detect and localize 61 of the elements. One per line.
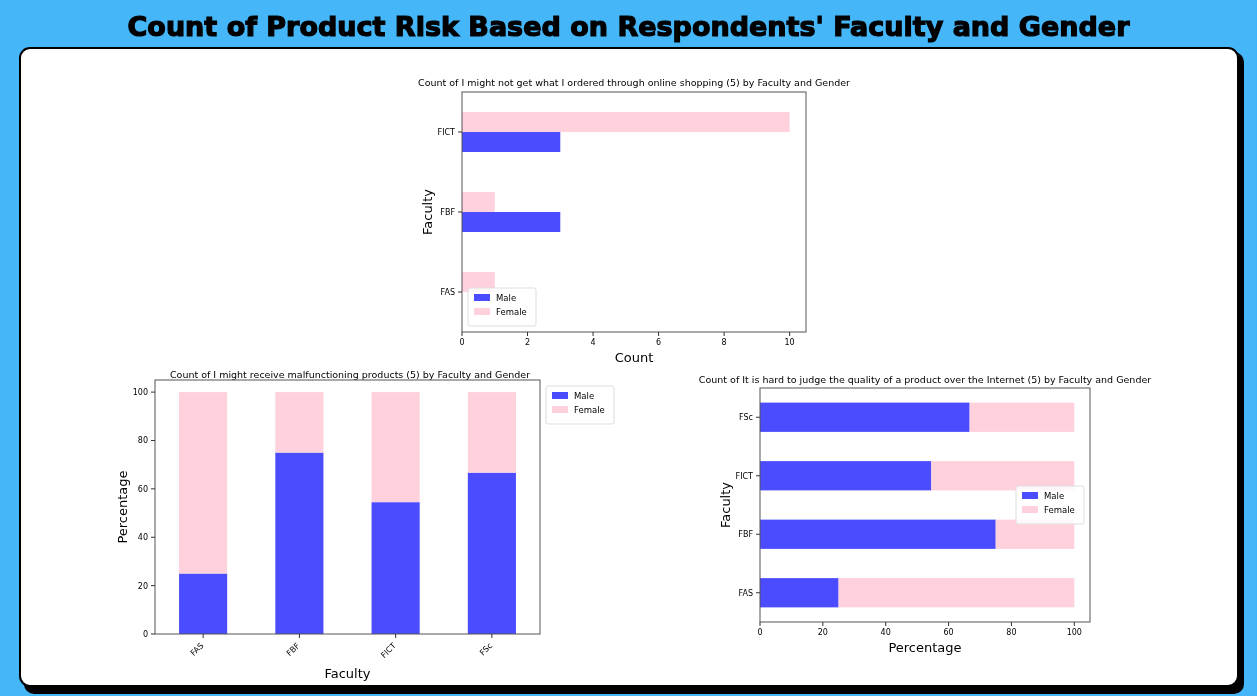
bar xyxy=(275,452,324,634)
x-tick-label: 40 xyxy=(880,628,891,637)
y-tick-label: FICT xyxy=(437,128,456,137)
x-tick-label: 8 xyxy=(721,338,727,347)
legend-label: Female xyxy=(574,405,605,415)
bar xyxy=(969,402,1075,432)
y-axis-title: Percentage xyxy=(115,470,130,544)
y-tick-label: FAS xyxy=(440,288,455,297)
y-tick-label: FSc xyxy=(739,413,753,423)
bar xyxy=(931,461,1075,491)
x-tick-label: 10 xyxy=(784,338,795,347)
legend-label: Male xyxy=(574,391,595,401)
bar xyxy=(462,132,561,152)
y-tick-label: 60 xyxy=(137,484,148,494)
x-tick-label: 6 xyxy=(656,338,662,347)
bar xyxy=(760,578,839,608)
x-tick-label: 0 xyxy=(757,628,763,637)
bar xyxy=(760,402,970,432)
y-tick-label: FAS xyxy=(738,588,753,598)
y-axis-title: Faculty xyxy=(718,481,733,529)
legend-label: Male xyxy=(1044,491,1065,501)
y-tick-label: 100 xyxy=(132,388,148,398)
x-tick-label: 20 xyxy=(817,628,828,637)
text: Count of Product Risk Based on Respondents' Faculty and Gender xyxy=(127,11,1131,42)
x-tick-label: 80 xyxy=(1006,628,1017,637)
bar xyxy=(467,472,516,634)
y-tick-label: 20 xyxy=(137,581,148,591)
chart-title: Count of I might not get what I ordered through online shopping (5) by Faculty and Gender xyxy=(418,77,851,88)
y-tick-label: 40 xyxy=(137,533,148,543)
x-tick-label: FSc xyxy=(477,641,495,658)
bar xyxy=(838,578,1075,608)
bar xyxy=(179,392,228,574)
bar xyxy=(275,392,324,453)
legend-label: Female xyxy=(496,307,527,317)
x-tick-label: 100 xyxy=(1066,628,1082,637)
x-tick-label: FAS xyxy=(188,641,206,658)
x-tick-label: 2 xyxy=(524,338,531,347)
x-axis-title: Percentage xyxy=(888,640,962,655)
bar xyxy=(467,392,516,473)
bar xyxy=(760,519,996,549)
bar xyxy=(462,192,495,212)
y-axis-title: Faculty xyxy=(420,188,435,236)
y-tick-label: FICT xyxy=(735,471,754,481)
x-axis-title: Faculty xyxy=(324,666,371,681)
x-axis-title: Count xyxy=(614,350,654,365)
bar xyxy=(760,461,932,491)
chart-title: Count of It is hard to judge the quality of a product over the Internet (5) by Faculty and Gender xyxy=(698,374,1152,385)
legend-label: Female xyxy=(1044,505,1075,515)
x-tick-label: 0 xyxy=(459,338,465,347)
y-tick-label: FBF xyxy=(440,208,456,217)
bar xyxy=(179,573,228,634)
bar xyxy=(462,212,561,232)
bar xyxy=(371,502,420,634)
chart-title: Count of I might receive malfunctioning products (5) by Faculty and Gender xyxy=(169,369,531,380)
x-tick-label: 4 xyxy=(590,338,596,347)
legend-label: Male xyxy=(496,293,517,303)
y-tick-label: FBF xyxy=(738,530,754,540)
bar xyxy=(462,112,790,132)
y-tick-label: 80 xyxy=(137,436,148,446)
x-tick-label: 60 xyxy=(943,628,954,637)
bar xyxy=(371,392,420,503)
